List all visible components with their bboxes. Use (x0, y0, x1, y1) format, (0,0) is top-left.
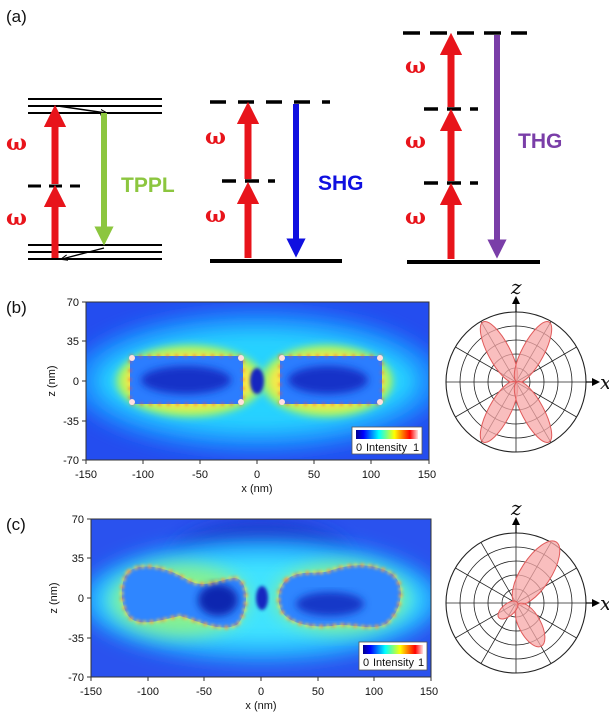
thg-label: THG (518, 130, 562, 153)
omega-label: ω (205, 202, 226, 228)
colorbar-b: 0 Intensity 1 (351, 426, 423, 455)
colorbar-min: 0 (356, 442, 362, 454)
x-axis-label: x (nm) (241, 483, 272, 495)
polar-lobe (479, 381, 519, 443)
tppl-diagram: ω ω TPPL (6, 98, 175, 259)
z-tick: -35 (68, 633, 84, 645)
polar-lobe (513, 381, 553, 443)
x-tick: 0 (254, 469, 260, 481)
panel-label-c: (c) (6, 515, 26, 534)
x-tick: 100 (362, 469, 380, 481)
omega-label: ω (6, 205, 27, 231)
z-tick: -70 (63, 455, 79, 467)
x-tick: 50 (308, 469, 320, 481)
z-tick: 35 (72, 553, 84, 565)
polar-lobe-major (511, 540, 561, 606)
x-tick: -100 (132, 469, 154, 481)
z-tick: -70 (68, 672, 84, 684)
z-tick: 70 (72, 514, 84, 526)
shg-label: SHG (318, 172, 364, 195)
colorbar-max: 1 (413, 442, 419, 454)
polar-x-label: x (600, 591, 609, 615)
colorbar-label: Intensity (373, 657, 414, 669)
colorbar-c: 0 Intensity 1 (358, 641, 428, 671)
x-tick: -50 (196, 686, 212, 698)
polar-plot-c: z x (445, 496, 609, 674)
colorbar-min: 0 (363, 657, 369, 669)
x-axis-label: x (nm) (245, 700, 276, 712)
colorbar-max: 1 (418, 657, 424, 669)
omega-label: ω (405, 128, 426, 154)
x-tick: -150 (80, 686, 102, 698)
panel-label-a: (a) (6, 7, 27, 26)
omega-label: ω (205, 124, 226, 150)
polar-z-label: z (510, 275, 522, 299)
polar-plot-b: z x (445, 275, 609, 453)
polar-z-label: z (510, 496, 522, 520)
panel-label-b: (b) (6, 298, 27, 317)
x-tick: 150 (420, 686, 438, 698)
shg-diagram: ω ω SHG (205, 100, 364, 263)
field-map-b: 0 Intensity 1 -150 -100 -50 0 50 100 150… (46, 297, 436, 495)
z-tick: 35 (67, 336, 79, 348)
polar-x-label: x (600, 370, 609, 394)
colorbar-label: Intensity (366, 442, 407, 454)
polar-lobe (513, 321, 553, 383)
x-tick: 150 (418, 469, 436, 481)
z-tick: 0 (78, 593, 84, 605)
x-tick: -150 (75, 469, 97, 481)
polar-lobe (514, 602, 546, 648)
tppl-label: TPPL (121, 174, 175, 197)
z-tick: 0 (73, 376, 79, 388)
x-tick: 100 (365, 686, 383, 698)
z-axis-label: z (nm) (46, 365, 58, 396)
polar-lobe-minor (497, 600, 519, 620)
x-tick: 50 (312, 686, 324, 698)
x-tick: 0 (258, 686, 264, 698)
omega-label: ω (405, 53, 426, 79)
thg-diagram: ω ω ω THG (403, 31, 562, 264)
z-tick: -35 (63, 416, 79, 428)
z-tick: 70 (67, 297, 79, 309)
z-axis-label: z (nm) (48, 582, 60, 613)
omega-label: ω (405, 204, 426, 230)
x-tick: -100 (137, 686, 159, 698)
field-map-c: 0 Intensity 1 -150 -100 -50 0 50 100 150… (48, 514, 438, 712)
x-tick: -50 (192, 469, 208, 481)
omega-label: ω (6, 130, 27, 156)
